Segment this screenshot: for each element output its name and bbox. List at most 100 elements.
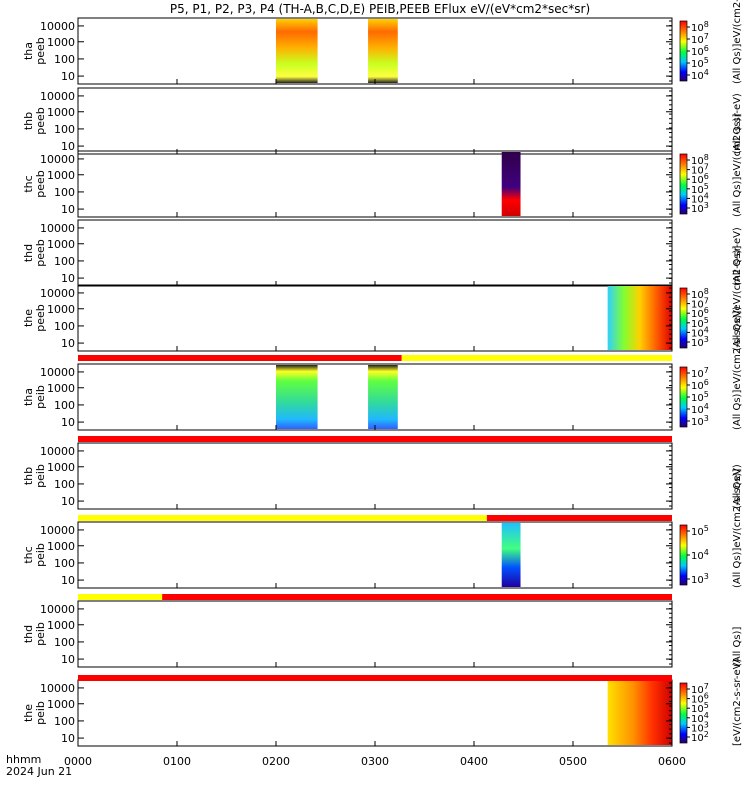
mode-bar-segment	[486, 515, 672, 521]
y-tick-label: 10	[61, 495, 75, 508]
colorbar-tick-label: 104	[691, 548, 709, 562]
y-tick-label: 10000	[40, 524, 75, 537]
colorbar-unit-group: (All Qs)]eV/(cm2-s-sr-eV)	[732, 464, 743, 588]
mode-bar-segment	[78, 355, 402, 361]
spectrogram-block	[276, 365, 318, 429]
panel-frame	[77, 442, 673, 510]
y-tick-label: 10	[61, 653, 75, 666]
y-axis-probe-label: thc	[22, 546, 35, 563]
spectrogram-block	[607, 681, 672, 745]
colorbar-tick-label: 103	[691, 335, 709, 349]
y-axis-probe-label: thd	[22, 625, 35, 643]
y-axis-instrument-label: peib	[34, 464, 47, 488]
colorbar-tick-label: 102	[691, 730, 709, 744]
spectrogram-block	[501, 152, 521, 216]
x-tick-label: 0000	[64, 755, 92, 768]
colorbar	[679, 524, 688, 586]
y-axis-instrument-label: peeb	[34, 239, 47, 267]
y-axis-probe-label: thb	[22, 112, 35, 130]
colorbar-unit-label: (All Qs)]eV/(cm2-s-sr-eV)	[732, 464, 743, 588]
y-tick-label: 1000	[47, 698, 75, 711]
mode-bar-segment	[162, 594, 672, 600]
y-axis-label-group: tha peib	[22, 385, 47, 409]
y-tick-label: 10	[61, 337, 75, 350]
y-tick-label: 10	[61, 203, 75, 216]
y-tick-label: 10000	[40, 153, 75, 166]
y-tick-label: 100	[54, 186, 75, 199]
panel-frame	[77, 521, 673, 589]
y-tick-label: 10	[61, 732, 75, 745]
panel-thd-peib: 10 100 1000 10000 thd peib (All Qs)]	[22, 600, 743, 668]
panel-thb-peeb: 10 100 1000 10000 thb peeb (All Qs)]	[22, 87, 743, 155]
y-axis-instrument-label: peib	[34, 701, 47, 725]
y-axis-label-group: thb peeb	[22, 107, 47, 135]
y-tick-label: 1000	[47, 106, 75, 119]
spectrogram-block	[501, 523, 521, 587]
y-tick-label: 10	[61, 416, 75, 429]
y-tick-label: 1000	[47, 303, 75, 316]
y-tick-label: 100	[54, 715, 75, 728]
y-tick-label: 1000	[47, 619, 75, 632]
y-tick-label: 10	[61, 140, 75, 153]
mode-bar-segment	[78, 675, 672, 681]
colorbar-unit-group: [eV/(cm2-s-sr-eV)	[732, 659, 743, 746]
y-axis-instrument-label: peib	[34, 622, 47, 646]
y-axis-probe-label: the	[22, 704, 35, 722]
x-tick-label: 0100	[163, 755, 191, 768]
colorbar-tick-label: 103	[691, 572, 709, 586]
colorbar	[679, 682, 688, 744]
colorbar-tick-label: 103	[691, 414, 709, 428]
colorbar-tick-label: 104	[691, 68, 709, 82]
y-axis-probe-label: thc	[22, 175, 35, 192]
y-tick-label: 10	[61, 70, 75, 83]
y-axis-instrument-label: peeb	[34, 304, 47, 332]
colorbar-unit-label: (All Qs)]	[732, 114, 743, 154]
colorbar-unit-label: (All Qs)]	[732, 469, 743, 509]
colorbar-tick-label: 103	[691, 201, 709, 215]
panel-frame	[77, 150, 673, 218]
y-axis-probe-label: thd	[22, 244, 35, 262]
y-axis-label-group: tha peeb	[22, 37, 47, 65]
x-tick-label: 0400	[460, 755, 488, 768]
colorbar-unit-group: (All Qs)]eV/(cm2-s-sr-eV)	[732, 227, 743, 351]
mode-bar	[78, 594, 672, 600]
y-axis-instrument-label: peeb	[34, 37, 47, 65]
spectrogram-block	[276, 19, 318, 83]
spectrogram-block	[607, 286, 672, 350]
colorbar-unit-group: (All Qs)]	[732, 246, 743, 286]
colorbar	[679, 366, 688, 428]
y-axis-label-group: the peeb	[22, 304, 47, 332]
x-tick-label: 0300	[361, 755, 389, 768]
colorbar-tick-label: 105	[691, 524, 709, 538]
mode-bar-segment	[78, 515, 487, 521]
y-tick-label: 1000	[47, 540, 75, 553]
colorbar-unit-group: (All Qs)]eV/(cm2-s-sr-eV)	[732, 93, 743, 217]
x-tick-label: 0500	[559, 755, 587, 768]
y-axis-probe-label: thb	[22, 467, 35, 485]
y-tick-label: 1000	[47, 382, 75, 395]
spectrogram-block	[368, 365, 398, 429]
y-axis-instrument-label: peeb	[34, 107, 47, 135]
x-axis-date-label: 2024 Jun 21	[6, 765, 72, 778]
colorbar-unit-label: (All Qs)]eV/(cm2-s-sr-eV)	[732, 0, 743, 84]
panel-frame	[77, 679, 673, 747]
panel-thd-peeb: 10 100 1000 10000 thd peeb (All Qs)]	[22, 219, 743, 287]
y-axis-label-group: thc peib	[22, 543, 47, 567]
x-tick-label: 0600	[658, 755, 686, 768]
panel-frame	[77, 600, 673, 668]
y-tick-label: 100	[54, 53, 75, 66]
y-tick-label: 10000	[40, 20, 75, 33]
colorbar-unit-label: (All Qs)]	[732, 246, 743, 286]
y-tick-label: 100	[54, 478, 75, 491]
y-tick-label: 10000	[40, 682, 75, 695]
y-tick-label: 10	[61, 272, 75, 285]
y-tick-label: 1000	[47, 36, 75, 49]
y-tick-label: 100	[54, 320, 75, 333]
x-axis-hhmm-label: hhmm	[6, 753, 41, 766]
y-axis-label-group: thb peib	[22, 464, 47, 488]
panel-frame	[77, 219, 673, 287]
